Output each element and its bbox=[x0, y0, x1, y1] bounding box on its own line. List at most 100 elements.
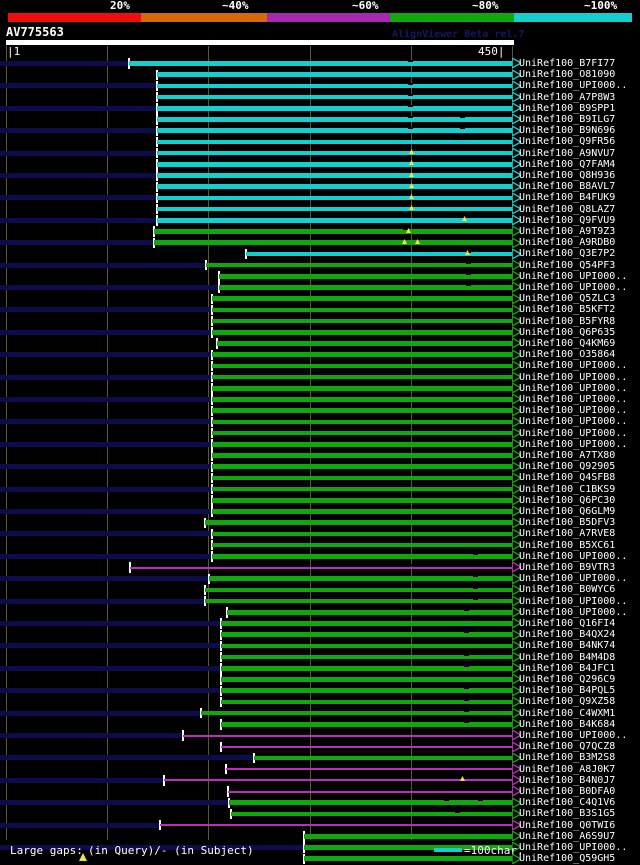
alignment-row[interactable]: UniRef100_A6S9U7 bbox=[0, 831, 640, 842]
hit-label[interactable]: UniRef100_B4M4D8 bbox=[519, 651, 616, 663]
alignment-row[interactable]: UniRef100_UPI000.. bbox=[0, 383, 640, 394]
alignment-bar[interactable] bbox=[212, 419, 512, 425]
alignment-bar[interactable] bbox=[212, 542, 512, 548]
alignment-bar[interactable] bbox=[221, 677, 512, 682]
hit-label[interactable]: UniRef100_B5DFV3 bbox=[519, 517, 616, 529]
alignment-row[interactable]: UniRef100_Q4SFB8 bbox=[0, 472, 640, 483]
alignment-bar[interactable] bbox=[254, 755, 512, 761]
alignment-row[interactable]: UniRef100_UPI000.. bbox=[0, 271, 640, 282]
hit-label[interactable]: UniRef100_Q5ZLC3 bbox=[519, 293, 616, 305]
alignment-bar[interactable] bbox=[212, 464, 512, 470]
alignment-bar[interactable] bbox=[206, 262, 512, 268]
alignment-bar[interactable] bbox=[212, 531, 512, 537]
hit-label[interactable]: UniRef100_A7TX80 bbox=[519, 450, 616, 461]
hit-label[interactable]: UniRef100_B0DFA0 bbox=[519, 786, 616, 797]
hit-label[interactable]: UniRef100_O81090 bbox=[519, 69, 616, 81]
hit-label[interactable]: UniRef100_Q9FR56 bbox=[519, 136, 616, 148]
alignment-row[interactable]: UniRef100_A7RVE8 bbox=[0, 528, 640, 539]
alignment-bar[interactable] bbox=[212, 408, 512, 414]
alignment-bar[interactable] bbox=[212, 475, 512, 481]
hit-label[interactable]: UniRef100_A9T9Z3 bbox=[519, 226, 616, 237]
alignment-bar[interactable] bbox=[212, 486, 512, 492]
alignment-bar[interactable] bbox=[205, 598, 512, 604]
alignment-row[interactable]: UniRef100_B5KFT2 bbox=[0, 304, 640, 315]
hit-label[interactable]: UniRef100_B7FI77 bbox=[519, 58, 616, 69]
alignment-row[interactable]: UniRef100_Q3E7P2 bbox=[0, 248, 640, 259]
alignment-row[interactable]: UniRef100_UPI000.. bbox=[0, 372, 640, 383]
alignment-row[interactable]: UniRef100_Q6GLM9 bbox=[0, 506, 640, 517]
alignment-row[interactable]: UniRef100_UPI000.. bbox=[0, 282, 640, 293]
alignment-bar[interactable] bbox=[219, 274, 512, 279]
alignment-bar[interactable] bbox=[212, 352, 512, 358]
hit-label[interactable]: UniRef100_UPI000.. bbox=[519, 80, 628, 92]
alignment-row[interactable]: UniRef100_Q9FR56 bbox=[0, 136, 640, 147]
alignment-row[interactable]: UniRef100_Q54PF3 bbox=[0, 260, 640, 271]
alignment-bar[interactable] bbox=[201, 710, 512, 716]
alignment-row[interactable]: UniRef100_UPI000.. bbox=[0, 394, 640, 405]
alignment-row[interactable]: UniRef100_B4JFC1 bbox=[0, 663, 640, 674]
alignment-row[interactable]: UniRef100_A7P8W3 bbox=[0, 92, 640, 103]
alignment-row[interactable]: UniRef100_C4WXM1 bbox=[0, 708, 640, 719]
alignment-bar[interactable] bbox=[157, 128, 512, 134]
alignment-bar[interactable] bbox=[227, 610, 512, 615]
alignment-row[interactable]: UniRef100_C4Q1V6 bbox=[0, 797, 640, 808]
alignment-bar[interactable] bbox=[157, 139, 512, 145]
hit-label[interactable]: UniRef100_Q16FI4 bbox=[519, 618, 616, 629]
alignment-bar[interactable] bbox=[157, 83, 512, 89]
alignment-row[interactable]: UniRef100_Q92905 bbox=[0, 461, 640, 472]
hit-label[interactable]: UniRef100_Q6PC30 bbox=[519, 494, 616, 506]
alignment-bar[interactable] bbox=[221, 643, 512, 649]
alignment-row[interactable]: UniRef100_B4NK74 bbox=[0, 640, 640, 651]
hit-label[interactable]: UniRef100_Q296C9 bbox=[519, 674, 616, 685]
alignment-bar[interactable] bbox=[221, 654, 512, 660]
alignment-row[interactable]: UniRef100_UPI000.. bbox=[0, 842, 640, 853]
alignment-row[interactable]: UniRef100_A8J0K7 bbox=[0, 764, 640, 775]
alignment-row[interactable]: UniRef100_B9SPP1 bbox=[0, 103, 640, 114]
hit-label[interactable]: UniRef100_O35864 bbox=[519, 349, 616, 361]
alignment-bar[interactable] bbox=[231, 811, 512, 817]
hit-label[interactable]: UniRef100_Q7FAM4 bbox=[519, 158, 616, 170]
alignment-bar[interactable] bbox=[157, 218, 512, 223]
hit-label[interactable]: UniRef100_Q6P635 bbox=[519, 326, 616, 338]
alignment-bar[interactable] bbox=[157, 206, 512, 212]
alignment-row[interactable]: UniRef100_B9ILG7 bbox=[0, 114, 640, 125]
alignment-row[interactable]: UniRef100_C1BKS9 bbox=[0, 484, 640, 495]
alignment-row[interactable]: UniRef100_Q296C9 bbox=[0, 674, 640, 685]
alignment-row[interactable]: UniRef100_B8AVL7 bbox=[0, 181, 640, 192]
hit-label[interactable]: UniRef100_UPI000.. bbox=[519, 371, 628, 383]
hit-label[interactable]: UniRef100_UPI000.. bbox=[519, 382, 628, 394]
alignment-row[interactable]: UniRef100_B4K684 bbox=[0, 719, 640, 730]
alignment-bar[interactable] bbox=[212, 296, 512, 302]
hit-label[interactable]: UniRef100_A7P8W3 bbox=[519, 91, 616, 103]
hit-label[interactable]: UniRef100_B4N0J7 bbox=[519, 774, 616, 786]
alignment-row[interactable]: UniRef100_Q7FAM4 bbox=[0, 159, 640, 170]
hit-label[interactable]: UniRef100_A9RDB0 bbox=[519, 237, 616, 249]
alignment-row[interactable]: UniRef100_O35864 bbox=[0, 349, 640, 360]
hit-label[interactable]: UniRef100_UPI000.. bbox=[519, 438, 628, 450]
alignment-bar[interactable] bbox=[154, 229, 512, 234]
alignment-row[interactable]: UniRef100_UPI000.. bbox=[0, 405, 640, 416]
alignment-bar[interactable] bbox=[246, 251, 512, 257]
alignment-bar[interactable] bbox=[130, 566, 512, 569]
hit-label[interactable]: UniRef100_C4WXM1 bbox=[519, 707, 616, 719]
alignment-bar[interactable] bbox=[154, 240, 512, 246]
alignment-row[interactable]: UniRef100_UPI000.. bbox=[0, 428, 640, 439]
alignment-bar[interactable] bbox=[129, 61, 512, 66]
alignment-bar[interactable] bbox=[212, 307, 512, 313]
hit-label[interactable]: UniRef100_UPI000.. bbox=[519, 282, 628, 293]
hit-label[interactable]: UniRef100_UPI000.. bbox=[519, 270, 628, 282]
hit-label[interactable]: UniRef100_UPI000.. bbox=[519, 730, 628, 741]
hit-label[interactable]: UniRef100_UPI000.. bbox=[519, 606, 628, 618]
alignment-bar[interactable] bbox=[221, 688, 512, 694]
alignment-row[interactable]: UniRef100_B0WYC6 bbox=[0, 584, 640, 595]
hit-label[interactable]: UniRef100_B9VTR3 bbox=[519, 562, 616, 573]
alignment-bar[interactable] bbox=[209, 576, 512, 582]
hit-label[interactable]: UniRef100_Q92905 bbox=[519, 461, 616, 473]
hit-label[interactable]: UniRef100_A8J0K7 bbox=[519, 763, 616, 775]
alignment-bar[interactable] bbox=[228, 790, 512, 793]
alignment-row[interactable]: UniRef100_Q6P635 bbox=[0, 327, 640, 338]
alignment-row[interactable]: UniRef100_Q4KM69 bbox=[0, 338, 640, 349]
alignment-bar[interactable] bbox=[212, 397, 512, 402]
hit-label[interactable]: UniRef100_UPI000.. bbox=[519, 573, 628, 585]
hit-label[interactable]: UniRef100_Q9FVU9 bbox=[519, 214, 616, 226]
